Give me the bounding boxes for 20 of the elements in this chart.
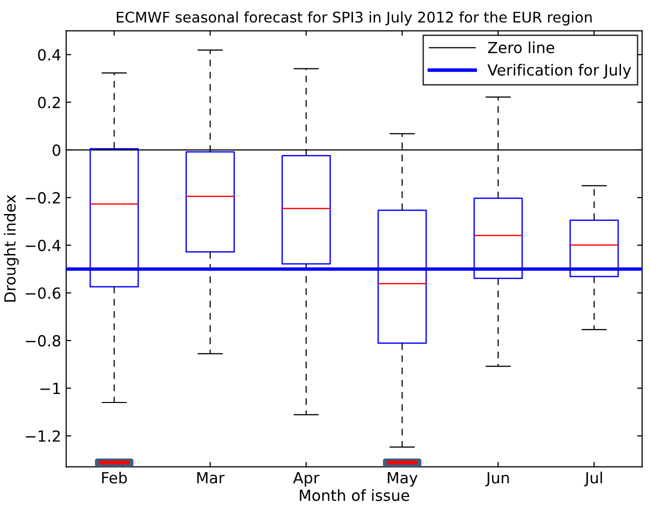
x-tick-label: Jul bbox=[584, 472, 602, 486]
y-tick-label: −0.2 bbox=[26, 192, 60, 204]
y-tick-label: −0.6 bbox=[26, 287, 60, 299]
y-tick-label: 0 bbox=[52, 144, 60, 156]
x-tick-label: Jun bbox=[485, 472, 509, 486]
x-axis-title: Month of issue bbox=[300, 489, 410, 502]
y-tick-label: −1.2 bbox=[26, 430, 60, 442]
chart-title: ECMWF seasonal forecast for SPI3 in July 2012 for the EUR region bbox=[116, 11, 592, 26]
y-tick-label: −0.8 bbox=[26, 335, 60, 347]
x-tick-label: Mar bbox=[197, 472, 225, 484]
legend-label: Verification for July bbox=[488, 64, 631, 79]
x-tick-label: Apr bbox=[293, 472, 320, 486]
x-tick-label: May bbox=[388, 472, 418, 486]
y-tick-label: 0.2 bbox=[38, 96, 60, 108]
legend-label: Zero line bbox=[488, 41, 554, 54]
y-tick-label: −1 bbox=[40, 382, 60, 394]
y-tick-label: −0.4 bbox=[26, 240, 60, 252]
x-tick-label: Feb bbox=[102, 472, 127, 484]
y-axis-title: Drought index bbox=[4, 194, 19, 302]
y-tick-label: 0.4 bbox=[38, 49, 60, 61]
